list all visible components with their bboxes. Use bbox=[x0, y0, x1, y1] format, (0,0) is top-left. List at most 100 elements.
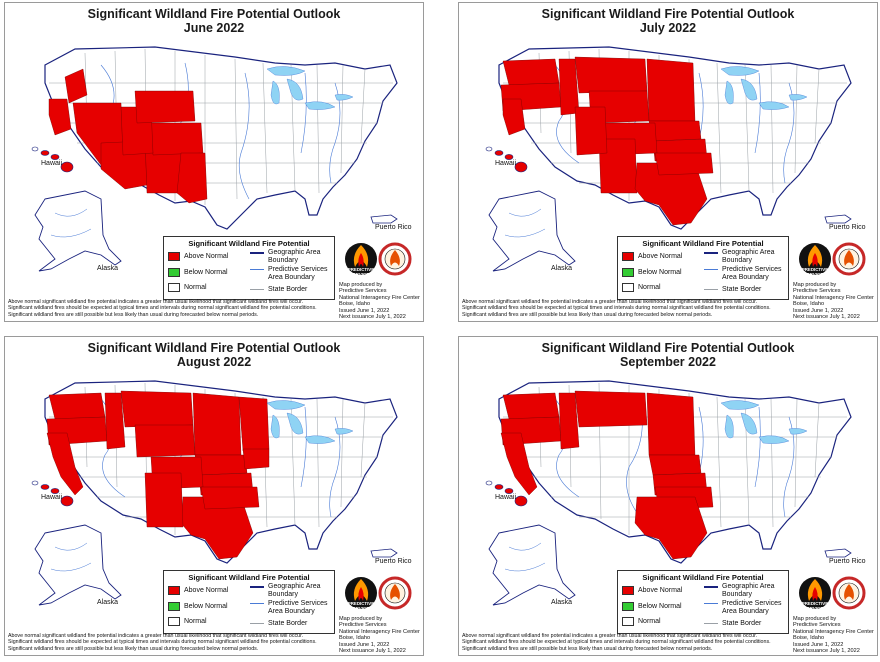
above-normal-region-california bbox=[500, 432, 538, 496]
logo-text-services: SERVICES bbox=[804, 272, 826, 277]
above-normal-region-utah bbox=[574, 106, 608, 156]
nifc-seal bbox=[378, 576, 412, 610]
geographic-label-1: Geographic Area bbox=[268, 583, 321, 590]
legend-geographic-boundary: Geographic Area Boundary bbox=[250, 583, 321, 599]
above-normal-region-nebraska bbox=[194, 454, 248, 476]
alaska bbox=[488, 524, 576, 606]
map-credits: Map produced by Predictive Services Nati… bbox=[339, 282, 420, 321]
hawaii bbox=[31, 146, 74, 173]
puerto-rico-label: Puerto Rico bbox=[375, 558, 412, 565]
us-map: PREDICTIVE SERVICES bbox=[31, 380, 412, 611]
normal-label: Normal bbox=[184, 284, 207, 291]
predictive-label-1: Predictive Services bbox=[268, 266, 328, 273]
panel-main-title: Significant Wildland Fire Potential Outl… bbox=[541, 7, 795, 21]
great-lakes bbox=[720, 400, 808, 444]
great-lakes bbox=[266, 400, 354, 444]
panel-month: June 2022 bbox=[183, 21, 245, 35]
legend-title: Significant Wildland Fire Potential bbox=[642, 573, 764, 582]
hawaii-label: Hawaii bbox=[41, 494, 63, 501]
above-normal-region-oklahoma bbox=[654, 152, 714, 176]
panel-month: August 2022 bbox=[176, 355, 252, 369]
legend-above-normal: Above Normal bbox=[622, 251, 682, 262]
geographic-label-1: Geographic Area bbox=[268, 249, 321, 256]
above-normal-region-dakotas bbox=[192, 392, 242, 456]
footnote: Above normal significant wildland fire p… bbox=[462, 633, 771, 652]
legend-normal: Normal bbox=[622, 282, 661, 293]
puerto-rico-label: Puerto Rico bbox=[829, 558, 866, 565]
outlook-panel-3: PREDICTIVE SERVICES Significant Wildland… bbox=[4, 336, 424, 656]
above-normal-swatch bbox=[622, 586, 634, 595]
alaska-boundaries bbox=[504, 542, 546, 572]
below-normal-label: Below Normal bbox=[638, 269, 682, 276]
geographic-line-sample bbox=[250, 586, 264, 588]
geographic-label-2: Boundary bbox=[722, 591, 752, 598]
above-normal-swatch bbox=[168, 252, 180, 261]
map-credits: Map produced by Predictive Services Nati… bbox=[339, 616, 420, 655]
hawaii-label: Hawaii bbox=[495, 494, 517, 501]
above-normal-regions bbox=[48, 68, 208, 204]
geographic-label-1: Geographic Area bbox=[722, 249, 775, 256]
below-normal-swatch bbox=[622, 602, 634, 611]
normal-swatch bbox=[622, 283, 634, 292]
above-normal-region-texas bbox=[180, 496, 254, 560]
above-normal-region-colorado bbox=[150, 122, 204, 156]
panel-main-title: Significant Wildland Fire Potential Outl… bbox=[87, 7, 341, 21]
panel-title: Significant Wildland Fire Potential Outl… bbox=[459, 341, 877, 369]
legend-predictive-boundary: Predictive Services Area Boundary bbox=[250, 600, 328, 616]
above-normal-regions bbox=[500, 390, 714, 560]
panel-month: September 2022 bbox=[620, 355, 716, 369]
legend: Significant Wildland Fire Potential Abov… bbox=[163, 236, 335, 300]
above-normal-region-idaho bbox=[104, 392, 126, 450]
above-normal-region-northern-california bbox=[48, 98, 72, 136]
predictive-label-2: Area Boundary bbox=[268, 608, 315, 615]
state-border-label: State Border bbox=[722, 286, 762, 293]
legend-above-normal: Above Normal bbox=[622, 585, 682, 596]
legend-predictive-boundary: Predictive Services Area Boundary bbox=[704, 266, 782, 282]
predictive-services-logo: PREDICTIVE SERVICES bbox=[345, 243, 377, 277]
predictive-line-sample bbox=[704, 603, 718, 604]
alaska-boundaries bbox=[504, 208, 546, 238]
predictive-label-2: Area Boundary bbox=[268, 274, 315, 281]
hawaii-label: Hawaii bbox=[495, 160, 517, 167]
predictive-line-sample bbox=[250, 269, 264, 270]
legend-below-normal: Below Normal bbox=[622, 601, 682, 612]
above-normal-label: Above Normal bbox=[638, 587, 683, 594]
puerto-rico bbox=[370, 214, 398, 224]
above-normal-region-texas bbox=[634, 162, 708, 226]
above-normal-region-iowa bbox=[242, 448, 270, 470]
normal-label: Normal bbox=[184, 618, 207, 625]
logo-text-services: SERVICES bbox=[350, 272, 372, 277]
predictive-services-logo: PREDICTIVE SERVICES bbox=[345, 577, 377, 611]
above-normal-swatch bbox=[622, 252, 634, 261]
legend-title: Significant Wildland Fire Potential bbox=[188, 239, 310, 248]
alaska bbox=[488, 190, 576, 272]
predictive-label-1: Predictive Services bbox=[268, 600, 328, 607]
above-normal-region-southern-oregon bbox=[64, 68, 88, 104]
map-credits: Map produced by Predictive Services Nati… bbox=[793, 282, 874, 321]
above-normal-region-california bbox=[46, 432, 84, 496]
panel-main-title: Significant Wildland Fire Potential Outl… bbox=[87, 341, 341, 355]
footnote: Above normal significant wildland fire p… bbox=[8, 299, 317, 318]
above-normal-regions bbox=[46, 390, 270, 560]
alaska bbox=[34, 524, 122, 606]
outlook-panel-2: PREDICTIVE SERVICES Significant Wildland… bbox=[458, 2, 878, 322]
predictive-services-logo: PREDICTIVE SERVICES bbox=[799, 577, 831, 611]
legend-state-border: State Border bbox=[704, 620, 761, 628]
puerto-rico bbox=[824, 214, 852, 224]
normal-swatch bbox=[622, 617, 634, 626]
state-line-sample bbox=[250, 623, 264, 624]
above-normal-region-texas bbox=[634, 496, 708, 560]
above-normal-region-montana bbox=[574, 56, 648, 94]
above-normal-label: Above Normal bbox=[638, 253, 683, 260]
above-normal-region-montana bbox=[120, 390, 194, 428]
below-normal-label: Below Normal bbox=[638, 603, 682, 610]
above-normal-region-northern-california bbox=[502, 98, 526, 136]
puerto-rico bbox=[824, 548, 852, 558]
below-normal-swatch bbox=[168, 268, 180, 277]
normal-label: Normal bbox=[638, 618, 661, 625]
predictive-services-logo: PREDICTIVE SERVICES bbox=[799, 243, 831, 277]
above-normal-region-minnesota bbox=[238, 396, 270, 452]
normal-label: Normal bbox=[638, 284, 661, 291]
above-normal-region-idaho bbox=[558, 392, 580, 450]
logo-text-predictive: PREDICTIVE bbox=[802, 601, 828, 606]
